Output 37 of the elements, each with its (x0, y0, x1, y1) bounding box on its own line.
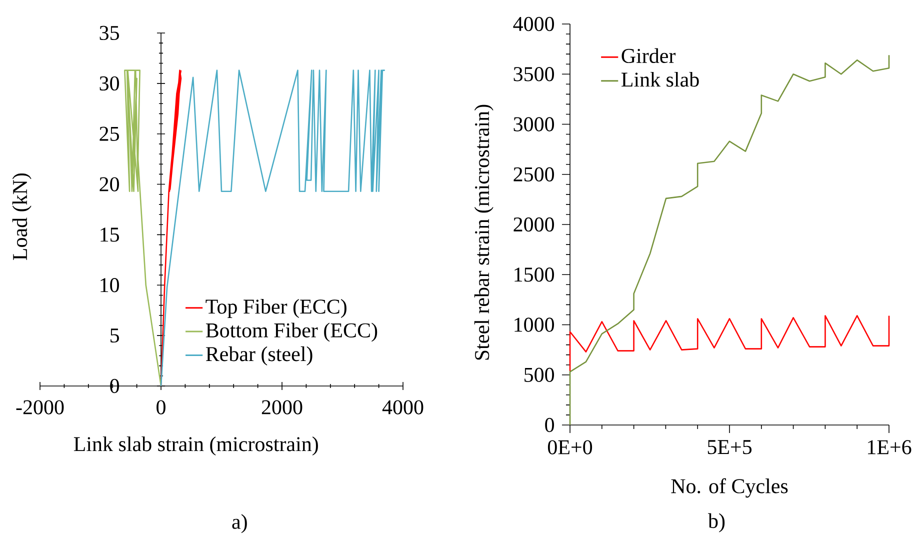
y-tick-label: 10 (100, 278, 120, 292)
x-tick-label: 0E+0 (548, 440, 592, 454)
text: b) (708, 513, 725, 532)
y-tick-label: 20 (100, 177, 120, 192)
legend-label: Link slab (622, 72, 699, 87)
y-tick-label: 2500 (514, 167, 554, 182)
line-series (160, 70, 386, 387)
line-series (569, 315, 890, 372)
legend-label: Rebar (steel) (206, 346, 312, 366)
x-tick-label: 5E+5 (708, 440, 752, 454)
text: a) (232, 514, 247, 534)
y-tick-label: 500 (524, 368, 554, 382)
x-axis-title: No. of Cycles (671, 478, 788, 498)
x-tick-label: -2000 (16, 400, 64, 414)
x-tick-label: 0 (156, 400, 166, 414)
legend-label: Bottom Fiber (ECC) (206, 322, 378, 342)
y-tick-label: 3000 (514, 117, 554, 132)
y-tick-label: 25 (100, 126, 119, 141)
x-tick-label: 4000 (382, 400, 424, 414)
x-tick-label: 2000 (262, 400, 302, 414)
y-tick-label: 1500 (514, 268, 554, 282)
y-tick-label: 5 (110, 328, 119, 343)
y-tick-label: 35 (100, 26, 119, 40)
legend-label: Girder (622, 48, 676, 64)
line-series (124, 70, 162, 387)
y-tick-label: 1000 (514, 318, 554, 332)
y-axis-title: Load (kN) (12, 173, 32, 260)
y-tick-label: 0 (545, 418, 554, 432)
y-tick-label: 30 (100, 76, 120, 91)
y-tick-label: 15 (100, 228, 119, 242)
x-axis-title: Link slab strain (microstrain) (74, 436, 318, 456)
y-tick-label: 3500 (514, 67, 554, 82)
y-axis-title: Steel rebar strain (microstrain) (474, 104, 494, 360)
y-tick-label: 4000 (513, 16, 554, 32)
legend-label: Top Fiber (ECC) (206, 298, 346, 318)
y-tick-label: 2000 (514, 217, 554, 232)
x-tick-label: 1E+6 (868, 440, 912, 454)
